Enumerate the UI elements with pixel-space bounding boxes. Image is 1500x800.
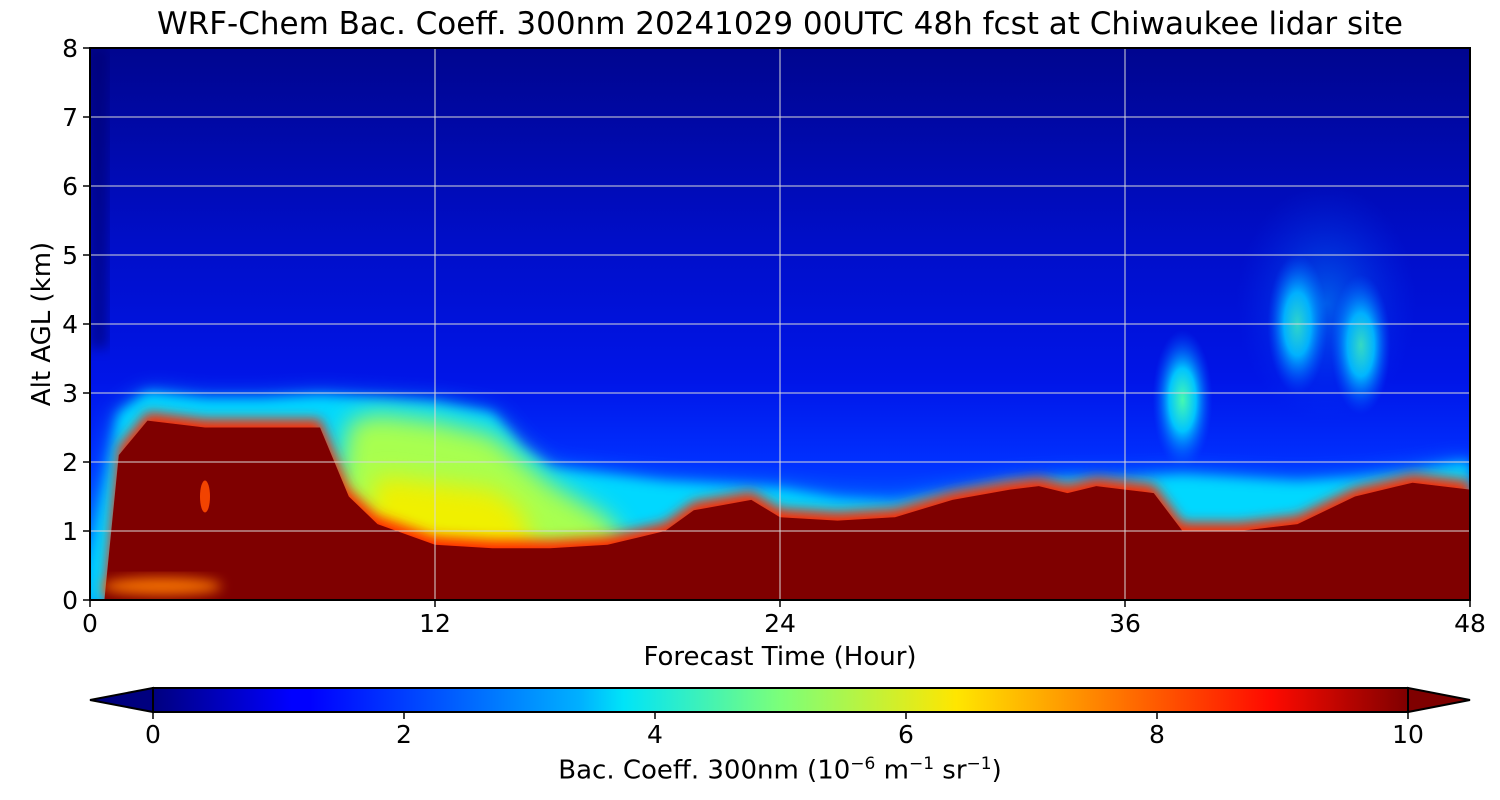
colorbar-tick-label: 2 — [396, 720, 412, 749]
feature-glow — [1236, 183, 1417, 424]
page-title: WRF-Chem Bac. Coeff. 300nm 20241029 00UT… — [157, 6, 1403, 42]
colorbar-tick-label: 0 — [145, 720, 161, 749]
colorbar-extend-max — [1407, 686, 1471, 714]
colorbar-gradient — [153, 688, 1408, 712]
x-tick-label: 48 — [1454, 609, 1486, 638]
y-tick-label: 4 — [62, 310, 78, 339]
colorbar-label-end: ) — [991, 755, 1002, 786]
x-tick-label: 0 — [82, 609, 98, 638]
x-tick-label: 36 — [1109, 609, 1141, 638]
colorbar-tick-label: 8 — [1149, 720, 1165, 749]
feature-spot-2 — [1152, 329, 1213, 470]
y-tick-label: 8 — [62, 34, 78, 63]
y-tick-label: 7 — [62, 103, 78, 132]
colorbar-tick-label: 4 — [647, 720, 663, 749]
colorbar-label-main: Bac. Coeff. 300nm (10 — [558, 755, 851, 786]
y-tick-label: 3 — [62, 379, 78, 408]
y-tick-label: 1 — [62, 517, 78, 546]
colorbar-tick-label: 10 — [1392, 720, 1424, 749]
colorbar-ticks: 0 2 4 6 8 10 — [145, 712, 1424, 749]
colorbar-label-exp3: −1 — [966, 754, 992, 774]
x-tick-label: 12 — [419, 609, 451, 638]
y-tick-label: 6 — [62, 172, 78, 201]
colorbar: 0 2 4 6 8 10 — [89, 686, 1471, 749]
colorbar-frame — [152, 687, 1409, 713]
x-axis-label: Forecast Time (Hour) — [643, 642, 916, 672]
colorbar-label-unit-m: m — [875, 755, 909, 786]
heatmap-dark-left-edge — [90, 48, 108, 348]
colorbar-label-exp2: −1 — [908, 754, 935, 774]
colorbar-label: Bac. Coeff. 300nm (10−6 m−1 sr−1) — [0, 754, 1500, 786]
y-axis-label: Alt AGL (km) — [27, 242, 57, 406]
colorbar-extend-min — [89, 686, 154, 714]
y-tick-label: 0 — [62, 586, 78, 615]
small-red-spot — [200, 480, 210, 513]
colorbar-tick-label: 6 — [898, 720, 914, 749]
x-axis: 0 12 24 36 48 — [82, 600, 1486, 638]
y-tick-label: 2 — [62, 448, 78, 477]
y-tick-label: 5 — [62, 241, 78, 270]
y-axis: 0 1 2 3 4 5 6 7 8 — [62, 34, 90, 615]
colorbar-label-unit-sr: sr — [934, 755, 967, 786]
x-tick-label: 24 — [764, 609, 796, 638]
surface-orange-streak — [101, 577, 222, 596]
colorbar-label-exp1: −6 — [850, 754, 876, 774]
